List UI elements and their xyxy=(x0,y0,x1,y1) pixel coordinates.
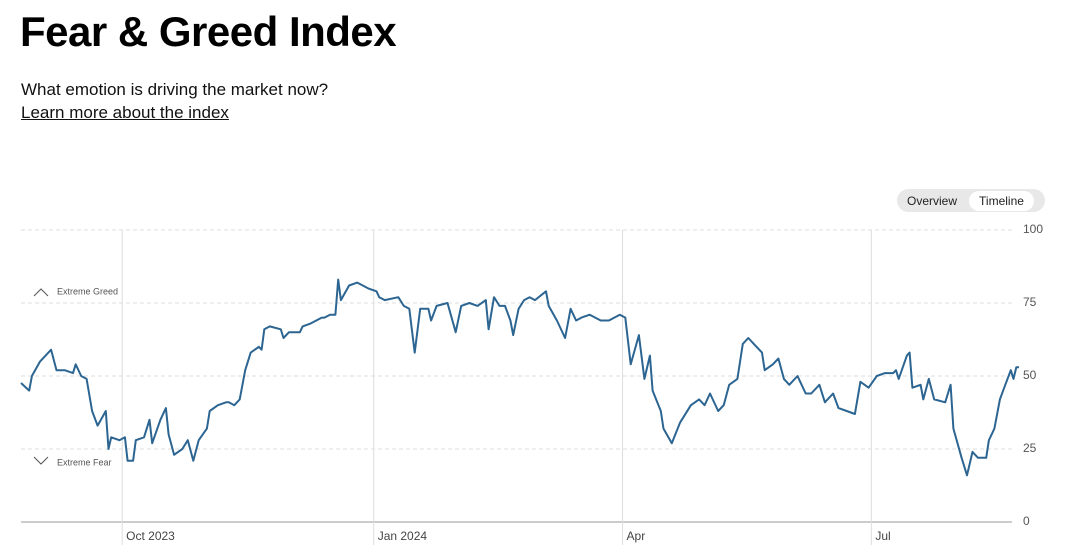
subtitle: What emotion is driving the market now? xyxy=(21,80,329,99)
x-tick-label: Oct 2023 xyxy=(126,529,175,543)
tabs: Overview Timeline xyxy=(897,189,1045,212)
x-tick-label: Jan 2024 xyxy=(378,529,428,543)
greed-icon xyxy=(33,288,49,297)
tab-overview[interactable]: Overview xyxy=(907,193,958,208)
annotation: Extreme Fear xyxy=(57,457,112,467)
tab-timeline[interactable]: Timeline xyxy=(969,190,1034,211)
y-tick-label: 100 xyxy=(1023,222,1043,236)
x-tick-label: Jul xyxy=(875,529,890,543)
fear-icon xyxy=(33,456,49,465)
y-tick-label: 75 xyxy=(1023,295,1037,309)
annotation: Extreme Greed xyxy=(57,286,118,296)
y-tick-label: 50 xyxy=(1023,368,1037,382)
x-tick-label: Apr xyxy=(627,529,646,543)
learn-more-link[interactable]: Learn more about the index xyxy=(21,103,229,122)
y-tick-label: 25 xyxy=(1023,441,1037,455)
data-line xyxy=(20,278,1019,477)
title: Fear & Greed Index xyxy=(20,8,397,55)
y-tick-label: 0 xyxy=(1023,514,1030,528)
